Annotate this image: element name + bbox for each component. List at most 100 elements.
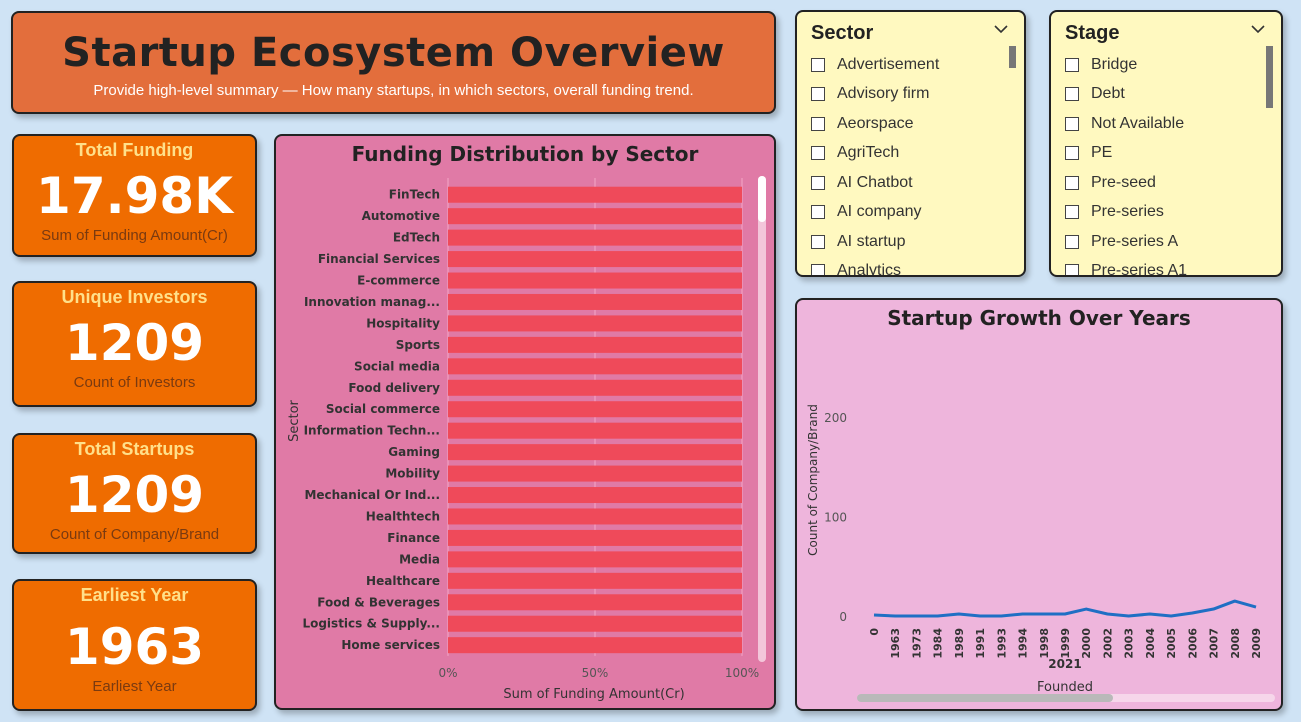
page-subtitle: Provide high-level summary — How many st… xyxy=(93,82,694,99)
bar xyxy=(448,251,742,268)
x-tick-label: 2009 xyxy=(1250,628,1263,659)
checkbox[interactable] xyxy=(811,116,825,131)
x-group-label: 2021 xyxy=(1048,657,1081,671)
slicer-option-label: Not Available xyxy=(1091,114,1185,132)
category-label: Healthcare xyxy=(366,574,440,588)
slicer-option[interactable]: Pre-series xyxy=(1065,198,1257,228)
category-label: Healthtech xyxy=(366,509,440,523)
bar-chart-svg: FinTech Automotive EdTech Financial Service… xyxy=(287,176,766,702)
checkbox[interactable] xyxy=(811,57,825,72)
x-tick-label: 2002 xyxy=(1101,628,1114,659)
checkbox[interactable] xyxy=(811,175,825,190)
bar xyxy=(448,594,742,611)
x-axis-label: Sum of Funding Amount(Cr) xyxy=(503,687,684,702)
sector-slicer[interactable]: Sector Advertisement Advisory firm Aeorspa… xyxy=(795,10,1026,277)
slicer-option[interactable]: Pre-series A1 xyxy=(1065,257,1257,275)
x-tick-label: 1991 xyxy=(974,628,987,659)
x-tick-label: 2008 xyxy=(1229,628,1242,659)
category-label: Information Techn... xyxy=(304,424,440,438)
scrollbar-thumb xyxy=(857,694,1113,702)
category-label: Automotive xyxy=(362,209,440,223)
checkbox[interactable] xyxy=(1065,264,1079,275)
chevron-down-icon[interactable] xyxy=(1249,20,1267,38)
x-tick-label: 2000 xyxy=(1080,628,1093,659)
checkbox[interactable] xyxy=(1065,205,1079,220)
slicer-option[interactable]: AgriTech xyxy=(811,139,1000,169)
bar xyxy=(448,336,742,353)
x-tick-label: 50% xyxy=(582,666,609,680)
checkbox[interactable] xyxy=(1065,234,1079,249)
kpi-total-funding[interactable]: Total Funding 17.98K Sum of Funding Amou… xyxy=(12,134,257,257)
kpi-value: 1209 xyxy=(64,466,205,524)
stage-slicer[interactable]: Stage Bridge Debt Not Available PE Pre-seed P… xyxy=(1049,10,1283,277)
checkbox[interactable] xyxy=(1065,57,1079,72)
checkbox[interactable] xyxy=(1065,146,1079,161)
chart-title: Funding Distribution by Sector xyxy=(351,142,699,166)
slicer-option-label: Bridge xyxy=(1091,55,1138,73)
chevron-down-icon[interactable] xyxy=(992,20,1010,38)
y-tick-label: 100 xyxy=(824,510,847,524)
slicer-option-label: Pre-seed xyxy=(1091,173,1156,191)
checkbox[interactable] xyxy=(811,205,825,220)
x-tick-label: 1999 xyxy=(1059,628,1072,659)
slicer-option-label: Pre-series A xyxy=(1091,232,1179,250)
slicer-option-label: AI Chatbot xyxy=(837,173,913,191)
slicer-title: Sector xyxy=(811,22,874,44)
slicer-option[interactable]: AI Chatbot xyxy=(811,168,1000,198)
slicer-option[interactable]: Aeorspace xyxy=(811,109,1000,139)
slicer-option[interactable]: Bridge xyxy=(1065,50,1257,80)
category-label: Food & Beverages xyxy=(317,595,440,609)
kpi-title: Total Startups xyxy=(74,439,195,459)
checkbox[interactable] xyxy=(811,264,825,275)
x-tick-label: 1989 xyxy=(953,628,966,659)
checkbox[interactable] xyxy=(1065,175,1079,190)
y-tick-label: 0 xyxy=(839,610,847,624)
page-title: Startup Ecosystem Overview xyxy=(62,30,725,76)
x-tick-label: 0 xyxy=(868,628,881,636)
bar xyxy=(448,379,742,396)
slicer-option[interactable]: AI company xyxy=(811,198,1000,228)
slicer-option[interactable]: Pre-series A xyxy=(1065,227,1257,257)
slicer-option[interactable]: Pre-seed xyxy=(1065,168,1257,198)
slicer-option[interactable]: Debt xyxy=(1065,80,1257,110)
category-label: Home services xyxy=(341,638,440,652)
slicer-scrollbar[interactable] xyxy=(1266,46,1273,108)
bar xyxy=(448,186,742,203)
funding-by-sector-chart[interactable]: FinTech Automotive EdTech Financial Service… xyxy=(274,134,776,710)
x-tick-label: 1973 xyxy=(910,628,923,659)
slicer-option[interactable]: Not Available xyxy=(1065,109,1257,139)
category-label: Food delivery xyxy=(348,381,440,395)
bar xyxy=(448,615,742,632)
slicer-option[interactable]: Advisory firm xyxy=(811,80,1000,110)
slicer-option[interactable]: Advertisement xyxy=(811,50,1000,80)
startup-growth-chart[interactable]: 0 100 200 0 1963 1973 1984 1989 1991 1993 1994 1998… xyxy=(795,298,1283,711)
kpi-earliest-year[interactable]: Earliest Year 1963 Earliest Year xyxy=(12,579,257,711)
x-tick-label: 2005 xyxy=(1165,628,1178,659)
kpi-title: Unique Investors xyxy=(61,287,208,307)
category-label: Innovation manag... xyxy=(304,295,440,309)
slicer-option[interactable]: Analytics xyxy=(811,257,1000,275)
bar xyxy=(448,551,742,568)
slicer-scrollbar[interactable] xyxy=(1009,46,1016,68)
slicer-option[interactable]: AI startup xyxy=(811,227,1000,257)
slicer-option-label: PE xyxy=(1091,144,1113,162)
kpi-total-startups[interactable]: Total Startups 1209 Count of Company/Bra… xyxy=(12,433,257,554)
x-tick-label: 1993 xyxy=(995,628,1008,659)
kpi-subtitle: Count of Company/Brand xyxy=(49,526,220,543)
checkbox[interactable] xyxy=(811,146,825,161)
checkbox[interactable] xyxy=(811,234,825,249)
bar xyxy=(448,401,742,418)
category-label: Media xyxy=(399,552,440,566)
checkbox[interactable] xyxy=(1065,87,1079,102)
x-tick-label: 1998 xyxy=(1038,628,1051,659)
kpi-subtitle: Count of Investors xyxy=(73,374,196,391)
category-label: Sports xyxy=(396,338,440,352)
checkbox[interactable] xyxy=(811,87,825,102)
kpi-unique-investors[interactable]: Unique Investors 1209 Count of Investors xyxy=(12,281,257,407)
checkbox[interactable] xyxy=(1065,116,1079,131)
x-axis-label: Founded xyxy=(1037,680,1093,695)
bar xyxy=(448,572,742,589)
slicer-option[interactable]: PE xyxy=(1065,139,1257,169)
scrollbar-thumb xyxy=(758,176,766,222)
bar xyxy=(448,272,742,289)
